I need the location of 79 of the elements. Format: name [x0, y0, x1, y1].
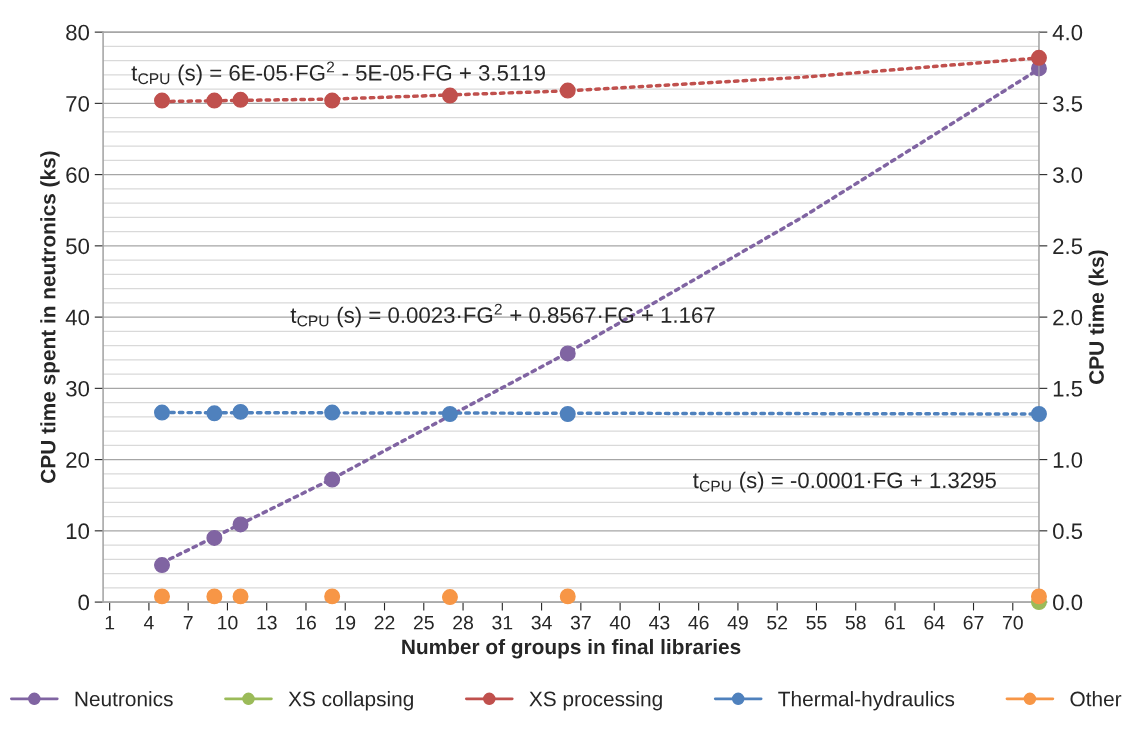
point [324, 471, 341, 488]
annotation: t$_{CPU}$ (s) = 6E-05·FG$^{2}$ - 5E-05·FG + 3.5119 [131, 61, 545, 86]
x-tick-label: 16 [296, 615, 316, 630]
legend-label: Thermal-hydraulics [778, 691, 955, 711]
x-axis-title: Number of groups in final libraries [402, 638, 741, 659]
annotation: t$_{CPU}$ (s) = 0.0023·FG$^{2}$ + 0.8567·FG + 1.167 [290, 303, 715, 328]
point [1030, 49, 1047, 66]
y2-tick-label: 1.5 [1053, 381, 1083, 397]
x-tick-label: 4 [143, 615, 154, 630]
y-tick-label: 30 [66, 380, 90, 397]
x-tick-label: 7 [183, 615, 193, 630]
x-tick-label: 52 [767, 615, 788, 630]
point [154, 92, 170, 109]
point [559, 406, 576, 422]
x-tick-label: 58 [845, 615, 866, 630]
point [324, 92, 341, 109]
point [441, 87, 458, 104]
point [232, 588, 249, 605]
x-tick-label: 34 [531, 615, 552, 630]
x-tick-label: 1 [105, 615, 115, 630]
point [324, 588, 341, 605]
x-tick-label: 10 [218, 615, 238, 630]
y2-axis-title: CPU time (ks) [1088, 250, 1109, 384]
annotation: t$_{CPU}$ (s) = -0.0001·FG + 1.3295 [693, 471, 996, 493]
point [232, 91, 249, 108]
x-tick-label: 13 [257, 615, 277, 630]
point [441, 406, 458, 422]
legend-label: Neutronics [75, 691, 173, 707]
point [154, 557, 170, 574]
x-tick-label: 43 [649, 615, 670, 630]
point [559, 345, 576, 362]
x-tick-label: 49 [727, 615, 748, 630]
point [154, 588, 170, 605]
y-tick-label: 20 [66, 452, 90, 468]
y2-tick-label: 2.0 [1053, 309, 1083, 326]
y-tick-label: 40 [65, 309, 90, 326]
y-tick-label: 10 [66, 523, 90, 540]
x-tick-label: 28 [453, 615, 474, 630]
y-tick-label: 0 [78, 594, 90, 611]
x-tick-label: 19 [335, 615, 356, 630]
x-tick-label: 46 [688, 615, 709, 630]
point [1030, 406, 1047, 422]
point [559, 82, 576, 99]
x-tick-label: 55 [806, 615, 827, 630]
y-tick-label: 70 [66, 95, 90, 112]
point [206, 588, 223, 605]
point [441, 589, 458, 606]
legend-label: XS collapsing [288, 691, 413, 711]
y-axis-title: CPU time spent in neutronics (ks) [40, 151, 60, 483]
y2-tick-label: 4.0 [1052, 24, 1083, 41]
point [232, 516, 249, 533]
point [232, 403, 249, 420]
point [154, 404, 170, 421]
x-tick-label: 64 [924, 615, 945, 630]
x-tick-label: 40 [609, 615, 631, 630]
x-tick-label: 67 [963, 615, 984, 630]
legend-label: Other [1070, 691, 1122, 707]
y2-tick-label: 3.0 [1053, 167, 1083, 183]
y2-tick-label: 2.5 [1053, 238, 1083, 255]
x-tick-label: 22 [374, 615, 395, 630]
y-tick-label: 50 [66, 238, 90, 255]
point [1030, 588, 1047, 605]
x-tick-label: 31 [492, 615, 513, 630]
y2-tick-label: 0.5 [1053, 523, 1083, 540]
x-tick-label: 61 [885, 615, 905, 630]
point [206, 92, 223, 109]
x-tick-label: 37 [570, 615, 591, 630]
point [559, 588, 576, 605]
point [206, 529, 223, 546]
y2-tick-label: 0.0 [1053, 594, 1083, 611]
y2-tick-label: 1.0 [1053, 452, 1083, 468]
x-tick-label: 70 [1002, 615, 1023, 630]
x-tick-label: 25 [413, 615, 434, 630]
y-tick-label: 80 [66, 24, 90, 41]
legend-label: XS processing [529, 691, 662, 711]
y2-tick-label: 3.5 [1053, 95, 1083, 112]
point [324, 404, 341, 421]
y-tick-label: 60 [66, 167, 90, 183]
point [206, 405, 223, 422]
